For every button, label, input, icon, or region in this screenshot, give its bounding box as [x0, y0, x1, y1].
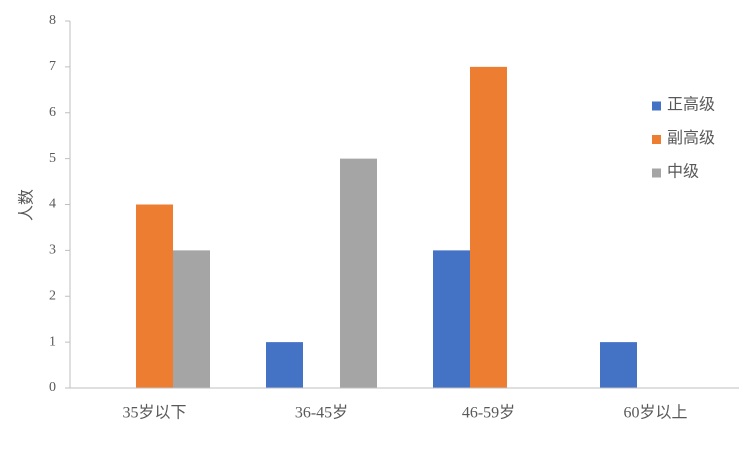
y-tick-label: 8: [49, 13, 56, 28]
legend-swatch: [652, 101, 661, 111]
x-tick-label: 36-45岁: [295, 404, 348, 422]
bar: [470, 66, 507, 388]
y-tick-label: 6: [49, 105, 56, 120]
legend-label: 中级: [667, 163, 699, 181]
y-axis-title: 人数: [18, 189, 36, 221]
y-tick-label: 3: [49, 243, 56, 258]
y-tick-label: 1: [49, 334, 56, 349]
bar: [600, 342, 637, 388]
y-tick-label: 7: [49, 59, 56, 74]
bar: [433, 250, 470, 388]
x-tick-label: 60岁以上: [623, 404, 687, 422]
legend-swatch: [652, 168, 661, 178]
legend-swatch: [652, 135, 661, 144]
x-tick-label: 46-59岁: [462, 404, 515, 422]
y-tick-label: 2: [49, 288, 56, 303]
bar: [136, 204, 173, 388]
y-tick-label: 0: [49, 380, 56, 395]
y-tick-label: 5: [49, 151, 56, 166]
bar: [266, 342, 303, 388]
legend-label: 正高级: [667, 96, 715, 114]
y-tick-label: 4: [49, 197, 56, 212]
legend-label: 副高级: [667, 129, 715, 147]
bar: [340, 158, 377, 388]
x-tick-label: 35岁以下: [122, 404, 186, 422]
bar: [173, 250, 210, 388]
